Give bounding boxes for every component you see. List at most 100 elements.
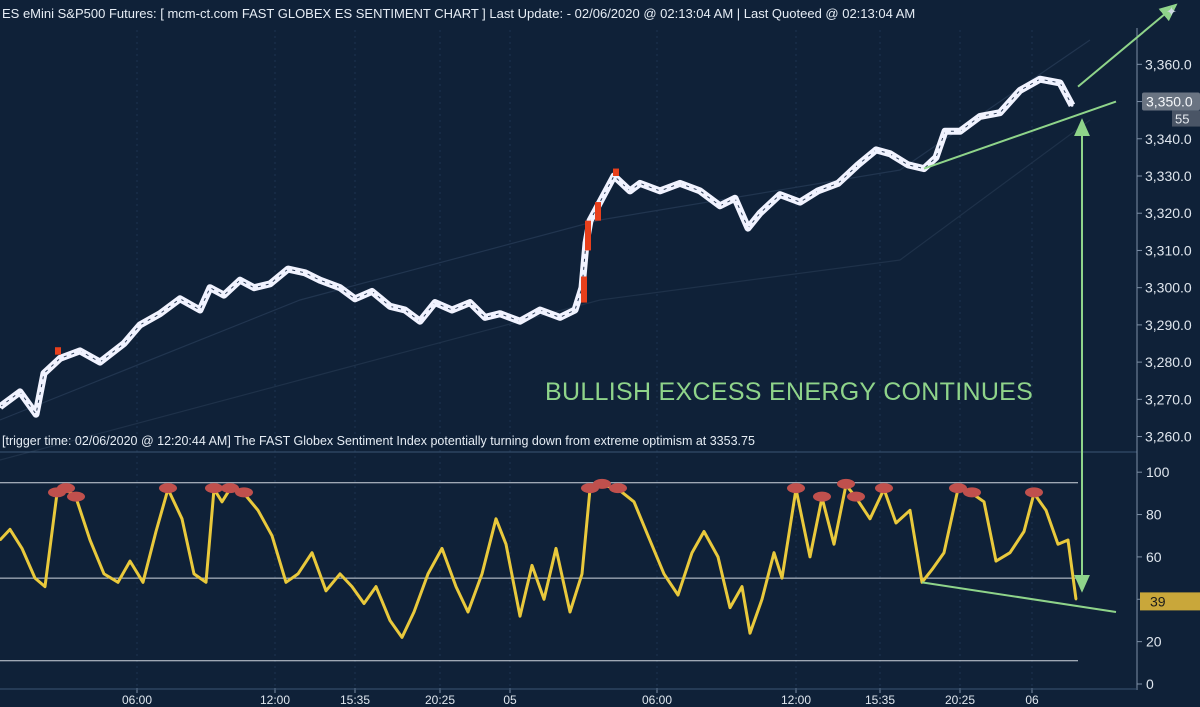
price-tick-label-7: 3,330.0 xyxy=(1145,168,1192,184)
osc-point-26 xyxy=(310,551,314,554)
price-point-31 xyxy=(518,319,522,323)
osc-point-10 xyxy=(116,581,120,584)
price-point-29 xyxy=(483,315,487,319)
osc-point-73 xyxy=(908,509,912,512)
price-tick-label-2: 3,280.0 xyxy=(1145,354,1192,370)
price-point-23 xyxy=(388,304,392,308)
osc-point-61 xyxy=(760,598,764,601)
osc-point-45 xyxy=(554,547,558,550)
x-tick-label-0: 06:00 xyxy=(122,693,152,707)
osc-point-72 xyxy=(894,521,898,525)
osc-extreme-71 xyxy=(875,483,893,494)
osc-point-51 xyxy=(632,500,636,504)
osc-extreme-6 xyxy=(57,483,75,494)
x-tick-label-7: 15:35 xyxy=(865,693,895,707)
osc-point-65 xyxy=(808,555,812,559)
osc-point-41 xyxy=(504,543,508,546)
price-point-50 xyxy=(758,211,762,215)
price-point-9 xyxy=(158,312,162,316)
osc-point-35 xyxy=(426,572,430,576)
osc-point-37 xyxy=(454,585,458,588)
osc-point-56 xyxy=(702,530,706,533)
osc-point-85 xyxy=(1056,543,1060,546)
price-point-16 xyxy=(268,282,272,286)
osc-extreme-78 xyxy=(963,487,981,498)
price-tick-label-10: 3,360.0 xyxy=(1145,56,1192,72)
price-point-53 xyxy=(816,189,820,193)
osc-point-80 xyxy=(994,559,998,563)
price-point-32 xyxy=(538,308,542,312)
current-price-label: 3,350.0 xyxy=(1146,94,1193,110)
osc-point-33 xyxy=(400,636,404,639)
price-point-12 xyxy=(208,286,212,290)
osc-point-2 xyxy=(20,547,24,550)
osc-point-44 xyxy=(542,598,546,601)
price-tick-label-3: 3,290.0 xyxy=(1145,317,1192,333)
envelope-lower xyxy=(0,119,1091,461)
osc-extreme-20 xyxy=(221,483,239,494)
price-point-24 xyxy=(403,308,407,312)
price-spike-4 xyxy=(55,347,61,355)
osc-tick-label-0: 0 xyxy=(1146,676,1154,692)
osc-point-0 xyxy=(0,538,2,542)
price-point-11 xyxy=(198,308,202,312)
price-point-22 xyxy=(370,289,374,293)
price-point-43 xyxy=(638,181,642,185)
price-point-5 xyxy=(78,349,82,353)
price-point-44 xyxy=(658,189,662,193)
osc-point-36 xyxy=(440,547,444,550)
price-point-20 xyxy=(338,286,342,290)
price-point-17 xyxy=(286,267,290,271)
osc-point-87 xyxy=(1074,598,1078,601)
osc-point-23 xyxy=(270,534,274,537)
osc-point-30 xyxy=(362,602,366,605)
osc-point-39 xyxy=(480,572,484,576)
osc-point-82 xyxy=(1022,530,1026,533)
osc-point-70 xyxy=(868,517,872,520)
osc-point-12 xyxy=(141,581,145,584)
osc-point-34 xyxy=(412,610,416,614)
envelope-upper xyxy=(0,39,1091,421)
x-tick-label-2: 15:35 xyxy=(340,693,370,707)
price-point-61 xyxy=(943,129,947,133)
osc-point-43 xyxy=(530,564,534,567)
settings-gear-icon[interactable]: ✦ xyxy=(1166,4,1177,19)
price-point-26 xyxy=(433,301,437,305)
osc-point-24 xyxy=(284,581,288,584)
price-point-47 xyxy=(718,204,722,208)
oscillator-series xyxy=(0,483,1078,639)
price-point-65 xyxy=(1018,88,1022,92)
price-spike-1 xyxy=(585,220,591,251)
price-point-49 xyxy=(746,226,750,230)
price-point-0 xyxy=(0,405,2,409)
osc-point-27 xyxy=(324,589,328,592)
osc-extreme-68 xyxy=(837,478,855,489)
osc-point-22 xyxy=(256,509,260,512)
osc-point-42 xyxy=(518,615,522,618)
price-point-25 xyxy=(418,319,422,323)
osc-point-1 xyxy=(8,528,12,531)
price-spike-0 xyxy=(581,276,587,303)
osc-point-46 xyxy=(568,610,572,614)
current-osc-badge xyxy=(1140,592,1200,611)
price-point-13 xyxy=(222,293,226,297)
price-point-55 xyxy=(856,163,860,167)
x-tick-label-1: 12:00 xyxy=(260,693,290,707)
price-point-63 xyxy=(978,114,982,118)
price-point-68 xyxy=(1070,103,1074,107)
osc-tick-label-4: 80 xyxy=(1146,507,1162,523)
osc-point-54 xyxy=(676,593,680,597)
price-point-6 xyxy=(98,360,102,364)
osc-point-16 xyxy=(192,572,196,576)
price-point-2 xyxy=(34,412,38,416)
price-point-30 xyxy=(498,312,502,316)
osc-extreme-66 xyxy=(813,491,831,502)
osc-trendline-0 xyxy=(921,581,1117,613)
osc-point-59 xyxy=(740,585,744,588)
price-trendline-0 xyxy=(923,100,1117,170)
osc-point-57 xyxy=(716,555,720,559)
price-point-10 xyxy=(178,297,182,301)
osc-point-28 xyxy=(338,572,342,576)
